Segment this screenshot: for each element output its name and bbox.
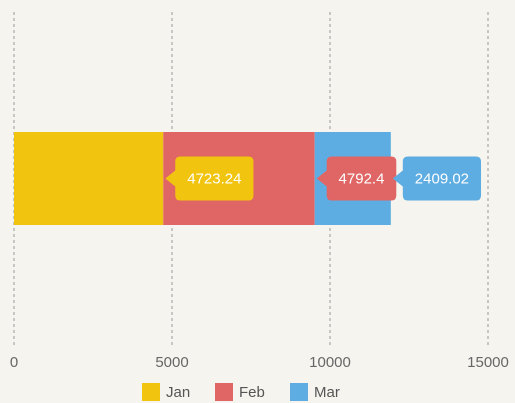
legend-label: Feb: [239, 384, 265, 401]
data-label: 2409.02: [415, 170, 469, 187]
legend-label: Mar: [314, 384, 340, 401]
x-tick-label: 15000: [467, 354, 509, 371]
x-tick-label: 5000: [155, 354, 188, 371]
data-label: 4723.24: [187, 170, 241, 187]
bar: [14, 132, 164, 225]
data-label: 4792.4: [339, 170, 385, 187]
legend-swatch: [142, 383, 160, 401]
legend-swatch: [215, 383, 233, 401]
label-bubble: [316, 156, 397, 201]
label-bubble: [165, 156, 254, 201]
x-tick-label: 10000: [309, 354, 351, 371]
legend-label: Jan: [166, 384, 190, 401]
label-bubble: [392, 156, 482, 201]
legend-swatch: [290, 383, 308, 401]
x-tick-label: 0: [10, 354, 18, 371]
